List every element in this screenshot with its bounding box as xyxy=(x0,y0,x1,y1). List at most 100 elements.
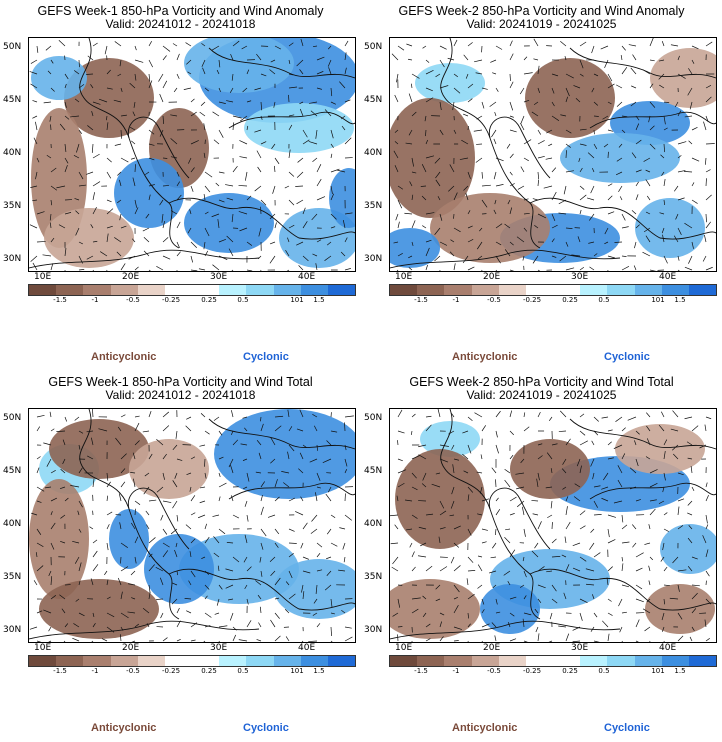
wind-arrow xyxy=(190,570,196,578)
latitude-label: 50N xyxy=(3,413,22,423)
wind-arrow xyxy=(677,73,686,79)
wind-arrow xyxy=(246,269,253,271)
wind-arrow xyxy=(129,82,136,89)
wind-arrow xyxy=(327,59,332,67)
wind-arrow xyxy=(627,416,637,421)
wind-arrow xyxy=(607,598,612,602)
wind-arrow xyxy=(565,96,569,103)
wind-arrow xyxy=(663,640,665,642)
wind-arrow xyxy=(607,101,612,105)
wind-arrow xyxy=(144,472,150,477)
wind-arrow xyxy=(35,171,38,180)
wind-arrow xyxy=(162,115,164,124)
colorbar-swatch xyxy=(29,285,57,295)
wind-arrow xyxy=(162,237,169,243)
wind-arrow xyxy=(491,467,497,474)
wind-arrow xyxy=(204,536,210,544)
wind-arrow xyxy=(30,59,38,64)
wind-arrow xyxy=(36,640,42,642)
wind-arrow xyxy=(106,524,110,530)
wind-arrow xyxy=(705,96,712,103)
wind-arrow xyxy=(509,81,514,89)
wind-arrow xyxy=(49,213,52,221)
wind-arrow xyxy=(148,592,151,600)
wind-arrow xyxy=(229,87,234,93)
coastline xyxy=(589,482,716,500)
wind-arrow xyxy=(230,495,234,502)
wind-arrow xyxy=(187,227,192,234)
legend-cyclonic: Cyclonic xyxy=(243,351,289,363)
wind-arrow xyxy=(35,121,38,131)
wind-arrow xyxy=(311,213,318,221)
wind-arrow xyxy=(421,483,427,488)
wind-arrow xyxy=(635,181,639,187)
wind-arrow xyxy=(176,607,180,614)
wind-arrow xyxy=(591,45,595,54)
wind-arrow xyxy=(226,197,234,201)
wind-arrow xyxy=(509,241,514,246)
wind-arrow xyxy=(134,440,140,446)
wind-arrow xyxy=(297,157,304,163)
wind-arrow xyxy=(344,415,354,418)
wind-arrow xyxy=(572,626,581,631)
wind-arrow xyxy=(495,598,498,605)
wind-arrow xyxy=(316,486,321,489)
wind-arrow xyxy=(171,598,178,605)
wind-arrow xyxy=(130,570,136,576)
wind-arrow xyxy=(106,596,111,600)
wind-arrow xyxy=(119,179,122,187)
wind-arrow xyxy=(316,623,321,628)
wind-arrow xyxy=(226,235,234,243)
wind-arrow xyxy=(256,440,262,446)
wind-arrow xyxy=(199,486,206,489)
wind-arrow xyxy=(190,495,196,502)
wind-arrow xyxy=(452,464,455,474)
wind-arrow xyxy=(702,255,707,262)
wind-arrow xyxy=(411,486,418,491)
wind-arrow xyxy=(344,626,352,629)
wind-arrow xyxy=(673,185,679,192)
wind-arrow xyxy=(330,153,333,159)
wind-arrow xyxy=(404,212,413,215)
wind-arrow xyxy=(74,70,80,75)
wind-arrow xyxy=(288,149,291,159)
wind-arrow xyxy=(156,439,164,446)
wind-arrow xyxy=(170,114,178,117)
wind-arrow xyxy=(684,115,693,118)
wind-arrow xyxy=(439,85,449,89)
wind-arrow xyxy=(663,199,666,206)
wind-arrow xyxy=(425,565,433,572)
wind-arrow xyxy=(244,534,248,544)
wind-arrow xyxy=(663,178,666,187)
wind-arrow xyxy=(691,626,695,631)
wind-arrow xyxy=(218,255,228,260)
wind-arrow xyxy=(89,526,94,530)
wind-arrow xyxy=(477,564,483,572)
wind-arrow xyxy=(344,40,349,47)
wind-arrow xyxy=(199,500,206,504)
wind-arrow xyxy=(340,115,346,120)
wind-arrow xyxy=(50,576,53,586)
colorbar-swatch xyxy=(580,656,608,666)
wind-arrow xyxy=(204,227,210,237)
wind-arrow xyxy=(186,59,192,65)
wind-arrow xyxy=(59,486,66,490)
wind-arrow xyxy=(106,626,115,633)
wind-arrow xyxy=(516,486,525,490)
wind-arrow xyxy=(523,570,527,578)
longitude-label: 40E xyxy=(298,643,316,653)
wind-arrow xyxy=(344,137,352,145)
wind-arrow xyxy=(593,514,602,516)
wind-arrow xyxy=(288,94,290,103)
colorbar-tick-label: -1 xyxy=(91,667,99,675)
wind-arrow xyxy=(396,73,399,83)
wind-arrow xyxy=(535,626,539,633)
wind-arrow xyxy=(239,156,248,159)
wind-arrow xyxy=(36,241,46,243)
wind-arrow xyxy=(504,223,511,229)
wind-arrow xyxy=(687,537,693,544)
wind-arrow xyxy=(117,73,122,77)
wind-arrow xyxy=(602,115,609,120)
wind-arrow xyxy=(579,266,585,271)
wind-arrow xyxy=(531,550,539,558)
